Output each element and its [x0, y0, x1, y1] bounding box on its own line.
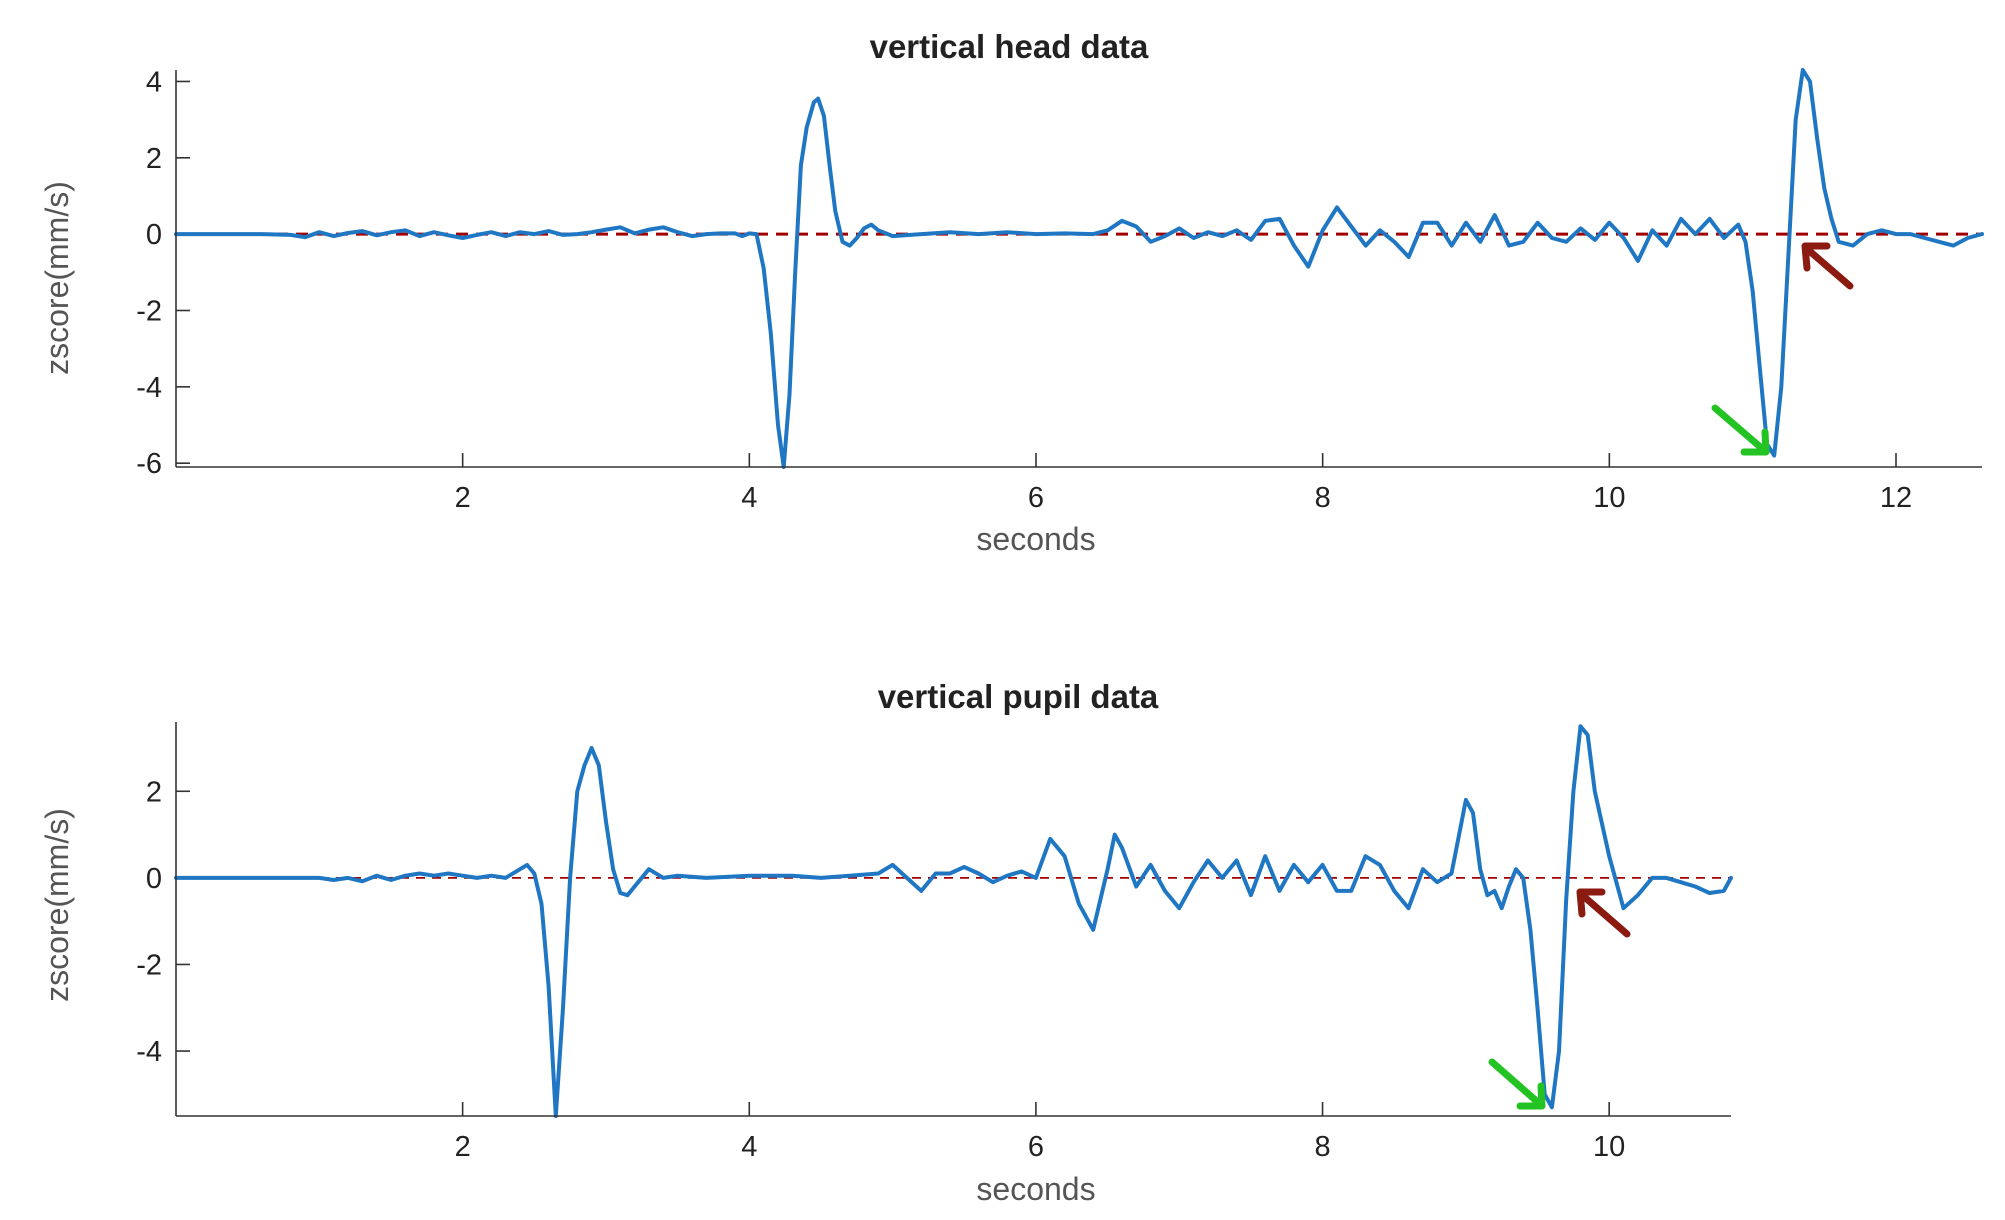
- pupil-y-tick-label: -2: [136, 949, 162, 981]
- head-y-tick-label: -2: [136, 295, 162, 327]
- pupil-x-tick-label: 4: [741, 1131, 757, 1163]
- green-arrow-icon: [1488, 1058, 1546, 1110]
- head-x-tick-label: 12: [1880, 482, 1912, 514]
- head-x-tick-label: 2: [455, 482, 471, 514]
- head-x-tick-label: 8: [1315, 482, 1331, 514]
- pupil-x-tick-label: 10: [1593, 1131, 1625, 1163]
- pupil-x-axis-label: seconds: [976, 1171, 1095, 1207]
- pupil-chart-panel: vertical pupil data -4 -2 0 2 2 4 6 8 10 second…: [39, 678, 1733, 1207]
- head-y-tick-label: 2: [146, 143, 162, 175]
- head-y-ticks: -6 -4 -2 0 2 4: [136, 66, 190, 480]
- head-y-tick-label: -6: [136, 448, 162, 480]
- head-x-tick-label: 10: [1593, 482, 1625, 514]
- head-x-axis-label: seconds: [976, 521, 1095, 557]
- head-x-tick-label: 6: [1028, 482, 1044, 514]
- pupil-series-line: [174, 724, 1733, 1118]
- head-y-tick-label: 4: [146, 66, 162, 98]
- pupil-y-tick-label: 0: [146, 863, 162, 895]
- head-y-axis-label: zscore(mm/s): [39, 181, 75, 375]
- pupil-x-tick-label: 2: [455, 1131, 471, 1163]
- pupil-x-tick-label: 8: [1314, 1131, 1330, 1163]
- head-chart-panel: vertical head data -6 -4 -2 0 2 4 2 4 6 8 10 12 se…: [39, 28, 1984, 557]
- pupil-y-tick-label: 2: [146, 776, 162, 808]
- head-y-tick-label: -4: [136, 372, 162, 404]
- head-chart-title: vertical head data: [870, 28, 1149, 65]
- head-y-tick-label: 0: [146, 219, 162, 251]
- green-arrow-icon: [1711, 404, 1770, 456]
- head-series-line: [174, 68, 1984, 469]
- red-arrow-icon: [1801, 242, 1854, 290]
- pupil-y-tick-label: -4: [136, 1036, 162, 1068]
- head-x-ticks: 2 4 6 8 10 12: [455, 453, 1912, 514]
- head-x-tick-label: 4: [741, 482, 757, 514]
- pupil-y-axis-label: zscore(mm/s): [39, 808, 75, 1002]
- pupil-y-ticks: -4 -2 0 2: [136, 776, 190, 1068]
- pupil-x-tick-label: 6: [1028, 1131, 1044, 1163]
- pupil-chart-title: vertical pupil data: [878, 678, 1159, 715]
- red-arrow-icon: [1576, 888, 1631, 938]
- pupil-x-ticks: 2 4 6 8 10: [455, 1102, 1625, 1163]
